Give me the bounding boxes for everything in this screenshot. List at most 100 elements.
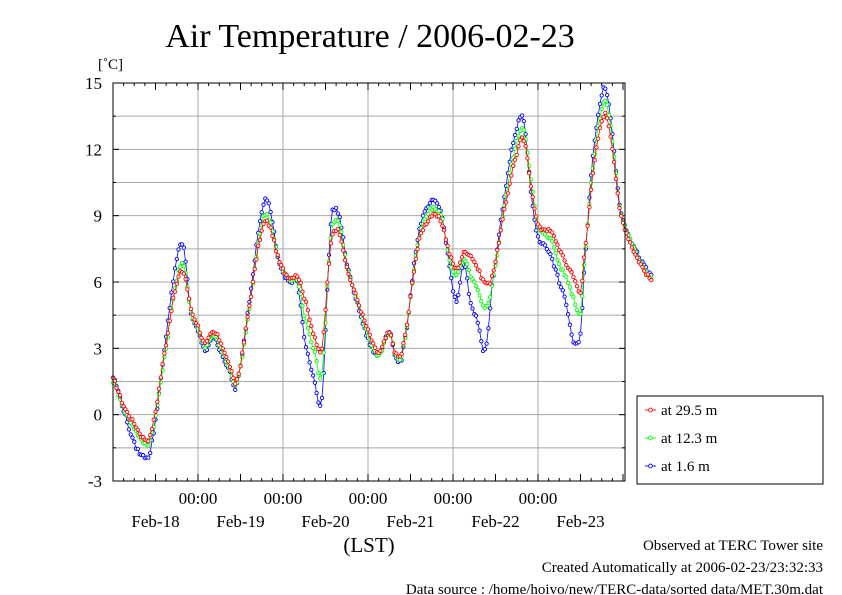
data-point	[172, 289, 178, 294]
data-point	[353, 291, 358, 296]
x-time-label: 00:00	[264, 489, 303, 508]
data-point	[369, 338, 374, 343]
data-point	[356, 303, 362, 308]
data-point	[245, 314, 250, 320]
data-point	[176, 274, 181, 279]
data-point	[551, 233, 557, 239]
data-point	[514, 126, 519, 132]
data-point	[302, 313, 307, 318]
data-point	[479, 339, 484, 344]
data-point	[555, 242, 560, 247]
data-point	[257, 218, 263, 224]
data-point	[473, 263, 479, 268]
data-point	[550, 256, 555, 262]
data-point	[629, 245, 635, 250]
data-point	[449, 265, 454, 270]
data-point	[165, 330, 171, 336]
data-point	[571, 294, 576, 299]
data-point	[383, 335, 388, 341]
data-point	[125, 420, 130, 425]
data-point	[588, 187, 594, 192]
data-point	[169, 308, 174, 314]
data-point	[581, 262, 587, 268]
data-point	[420, 228, 426, 233]
data-point	[472, 259, 477, 265]
data-point	[270, 233, 275, 239]
data-point	[406, 309, 411, 315]
data-point	[488, 281, 493, 286]
legend-item: at 29.5 m	[645, 403, 718, 419]
data-point	[511, 163, 516, 168]
data-point	[181, 245, 186, 250]
data-point	[404, 322, 410, 327]
data-point	[564, 262, 569, 268]
data-point	[121, 404, 126, 409]
data-point	[233, 381, 238, 386]
data-point	[314, 390, 319, 396]
data-point	[303, 345, 309, 350]
data-point	[488, 306, 493, 311]
data-point	[502, 206, 507, 212]
data-point	[171, 295, 176, 300]
data-point	[557, 281, 562, 286]
data-point	[261, 202, 266, 207]
data-point	[578, 290, 583, 296]
data-point	[482, 347, 488, 352]
data-point	[496, 240, 502, 246]
data-point	[617, 205, 622, 211]
data-point	[519, 113, 525, 118]
data-point	[534, 214, 539, 219]
data-point	[156, 386, 162, 391]
data-point	[323, 307, 328, 312]
data-point	[627, 240, 633, 245]
data-point	[307, 332, 312, 337]
data-point	[206, 335, 211, 340]
data-point	[378, 348, 383, 353]
data-point	[498, 228, 503, 233]
data-point	[473, 313, 479, 318]
data-point	[312, 349, 318, 354]
data-point	[171, 279, 176, 284]
legend-item: at 12.3 m	[645, 431, 718, 447]
data-point	[526, 170, 532, 176]
data-point	[335, 226, 341, 232]
data-point	[587, 205, 592, 210]
data-point	[613, 171, 619, 176]
data-point	[149, 426, 155, 432]
data-point	[236, 371, 241, 376]
data-point	[558, 250, 564, 255]
data-point	[475, 320, 480, 326]
data-point	[599, 93, 604, 98]
data-point	[611, 159, 617, 165]
data-point	[580, 293, 585, 299]
y-tick-label: 15	[85, 74, 102, 93]
data-point	[146, 439, 151, 444]
data-point	[181, 264, 186, 269]
data-point	[512, 146, 518, 151]
data-point	[310, 345, 316, 351]
legend-label: at 29.5 m	[661, 403, 718, 419]
data-point	[457, 280, 463, 285]
data-point	[456, 292, 461, 298]
data-point	[576, 339, 581, 345]
data-point	[449, 255, 454, 260]
data-point	[596, 136, 601, 141]
data-point	[454, 299, 459, 304]
data-point	[569, 270, 574, 275]
data-point	[277, 259, 282, 265]
data-point	[169, 290, 174, 295]
data-point	[312, 380, 318, 385]
data-point	[456, 265, 461, 271]
data-point	[307, 317, 312, 322]
data-point	[557, 261, 562, 267]
data-point	[176, 247, 181, 252]
data-point	[615, 191, 620, 196]
chart-title: Air Temperature / 2006-02-23	[165, 18, 575, 55]
data-point	[218, 341, 224, 346]
data-point	[472, 279, 477, 284]
data-point	[500, 217, 505, 222]
data-point	[195, 323, 201, 328]
data-point	[215, 332, 220, 337]
data-point	[606, 124, 611, 129]
data-point	[415, 246, 420, 252]
